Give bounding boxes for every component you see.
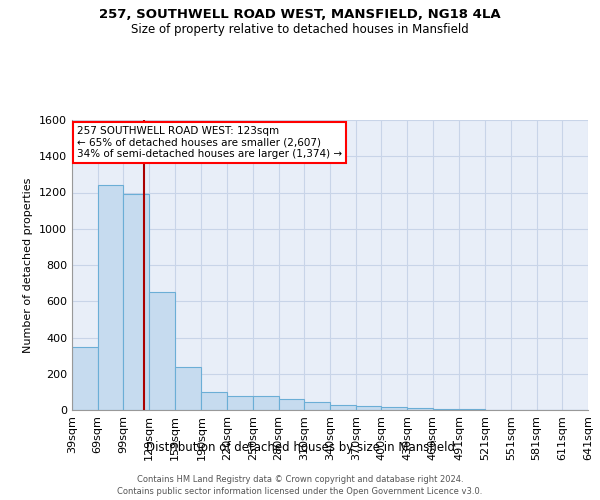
Text: Contains public sector information licensed under the Open Government Licence v3: Contains public sector information licen… bbox=[118, 486, 482, 496]
Bar bbox=[253, 396, 278, 410]
Bar bbox=[124, 194, 149, 410]
Bar bbox=[356, 406, 382, 410]
Bar bbox=[304, 402, 330, 410]
Bar bbox=[202, 392, 227, 410]
Bar bbox=[175, 366, 202, 410]
Bar bbox=[149, 292, 175, 410]
Text: Contains HM Land Registry data © Crown copyright and database right 2024.: Contains HM Land Registry data © Crown c… bbox=[137, 476, 463, 484]
Text: Distribution of detached houses by size in Mansfield: Distribution of detached houses by size … bbox=[146, 441, 455, 454]
Bar bbox=[433, 409, 460, 410]
Bar bbox=[382, 408, 407, 410]
Bar bbox=[72, 346, 98, 410]
Text: Size of property relative to detached houses in Mansfield: Size of property relative to detached ho… bbox=[131, 22, 469, 36]
Bar bbox=[98, 185, 124, 410]
Y-axis label: Number of detached properties: Number of detached properties bbox=[23, 178, 34, 352]
Text: 257 SOUTHWELL ROAD WEST: 123sqm
← 65% of detached houses are smaller (2,607)
34%: 257 SOUTHWELL ROAD WEST: 123sqm ← 65% of… bbox=[77, 126, 342, 159]
Bar bbox=[330, 404, 356, 410]
Bar bbox=[278, 399, 304, 410]
Bar bbox=[407, 408, 433, 410]
Text: 257, SOUTHWELL ROAD WEST, MANSFIELD, NG18 4LA: 257, SOUTHWELL ROAD WEST, MANSFIELD, NG1… bbox=[99, 8, 501, 20]
Bar bbox=[227, 396, 253, 410]
